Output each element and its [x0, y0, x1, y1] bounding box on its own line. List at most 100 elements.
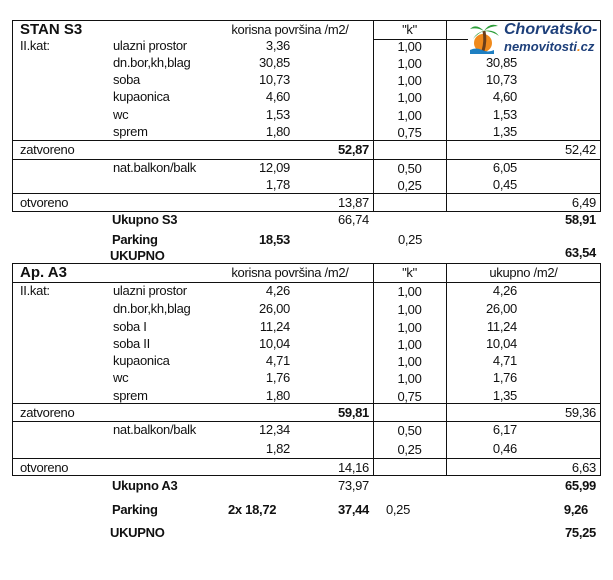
room-k: 1,00	[397, 90, 422, 105]
room-k: 1,00	[397, 73, 422, 88]
divider	[12, 20, 601, 21]
open-label: otvoreno	[20, 195, 69, 210]
grand-label: UKUPNO	[110, 248, 165, 263]
column-divider	[373, 20, 374, 211]
logo-dot: .	[576, 39, 581, 54]
room-area: 3,36	[265, 38, 290, 53]
open-area: 14,16	[337, 460, 369, 475]
column-divider	[446, 20, 447, 211]
divider	[12, 263, 601, 264]
room-area: 11,24	[259, 319, 290, 334]
floor-label: II.kat:	[20, 283, 50, 298]
logo-line1: Chorvatsko-	[504, 21, 598, 38]
closed-area: 59,81	[337, 405, 369, 420]
open-total: 6,63	[571, 460, 596, 475]
sum-label: Ukupno A3	[112, 478, 178, 493]
open-row-name: nat.balkon/balk	[113, 422, 196, 437]
divider	[12, 403, 601, 404]
room-total: 1,35	[492, 124, 517, 139]
palm-tree-icon	[470, 24, 499, 54]
room-total: 1,35	[492, 388, 517, 403]
closed-total: 52,42	[564, 142, 596, 157]
room-area: 30,85	[258, 55, 290, 70]
room-total: 4,26	[492, 283, 517, 298]
header-total: ukupno /m2/	[489, 265, 558, 280]
room-total: 26,00	[485, 301, 517, 316]
grand-label: UKUPNO	[110, 525, 165, 540]
room-name: soba II	[113, 336, 150, 351]
room-k: 1,00	[397, 56, 422, 71]
room-k: 1,00	[397, 320, 422, 335]
room-area: 4,26	[265, 283, 290, 298]
divider	[12, 211, 601, 212]
header-area: korisna površina /m2/	[231, 22, 349, 37]
parking-area: 18,53	[258, 232, 290, 247]
open-row-k: 0,25	[397, 442, 422, 457]
parking-area: 37,44	[337, 502, 369, 517]
room-k: 1,00	[397, 108, 422, 123]
closed-total: 59,36	[564, 405, 596, 420]
column-divider	[12, 263, 13, 475]
grand-total: 75,25	[564, 525, 596, 540]
room-name: soba	[113, 72, 140, 87]
open-row-total: 0,46	[492, 441, 517, 456]
room-total: 30,85	[485, 55, 517, 70]
room-area: 10,04	[258, 336, 290, 351]
room-area: 1,80	[265, 124, 290, 139]
room-k: 1,00	[397, 284, 422, 299]
closed-label: zatvoreno	[20, 405, 75, 420]
sum-area: 73,97	[337, 478, 369, 493]
header-area: korisna površina /m2/	[231, 265, 349, 280]
parking-qty: 2x 18,72	[228, 502, 277, 517]
open-row-total: 0,45	[492, 177, 517, 192]
room-k: 1,00	[397, 371, 422, 386]
column-divider	[446, 263, 447, 475]
room-area: 4,60	[265, 89, 290, 104]
parking-total: 9,26	[563, 502, 588, 517]
section-title: Ap. A3	[20, 264, 67, 281]
room-area: 1,76	[265, 370, 290, 385]
open-row-area: 12,34	[258, 422, 290, 437]
column-divider	[12, 20, 13, 211]
open-row-total: 6,05	[492, 160, 517, 175]
parking-k: 0,25	[385, 502, 411, 517]
open-row-area: 1,78	[265, 177, 290, 192]
room-area: 1,80	[265, 388, 290, 403]
room-name: wc	[113, 370, 129, 385]
logo-line2: nemovitosti	[504, 39, 577, 54]
section-title: STAN S3	[20, 21, 83, 38]
room-name: sprem	[113, 124, 148, 139]
divider	[12, 282, 601, 283]
room-name: ulazni prostor	[113, 283, 187, 298]
grand-total: 63,54	[564, 245, 596, 260]
open-row-k: 0,50	[397, 423, 422, 438]
open-row-k: 0,50	[397, 161, 422, 176]
room-name: dn.bor,kh,blag	[113, 301, 191, 316]
divider	[12, 159, 601, 160]
parking-label: Parking	[112, 232, 158, 247]
open-row-name	[113, 177, 233, 193]
room-k: 1,00	[397, 302, 422, 317]
sum-area: 66,74	[337, 212, 369, 227]
open-row-k: 0,25	[397, 178, 422, 193]
room-k: 1,00	[397, 354, 422, 369]
open-row-area: 12,09	[258, 160, 290, 175]
room-total: 4,71	[492, 353, 517, 368]
divider	[12, 193, 601, 194]
closed-area: 52,87	[337, 142, 369, 157]
open-area: 13,87	[337, 195, 369, 210]
room-name: kupaonica	[113, 353, 170, 368]
room-name: sprem	[113, 388, 148, 403]
column-divider	[373, 263, 374, 475]
divider	[12, 458, 601, 459]
room-name: wc	[113, 107, 129, 122]
room-k: 0,75	[397, 125, 422, 140]
sum-total: 58,91	[564, 212, 596, 227]
room-total: 4,60	[492, 89, 517, 104]
column-divider	[600, 263, 601, 475]
room-k: 1,00	[397, 337, 422, 352]
sum-total: 65,99	[564, 478, 596, 493]
header-k: "k"	[402, 265, 417, 280]
room-name: dn.bor,kh,blag	[113, 55, 191, 70]
room-total: 1,76	[492, 370, 517, 385]
